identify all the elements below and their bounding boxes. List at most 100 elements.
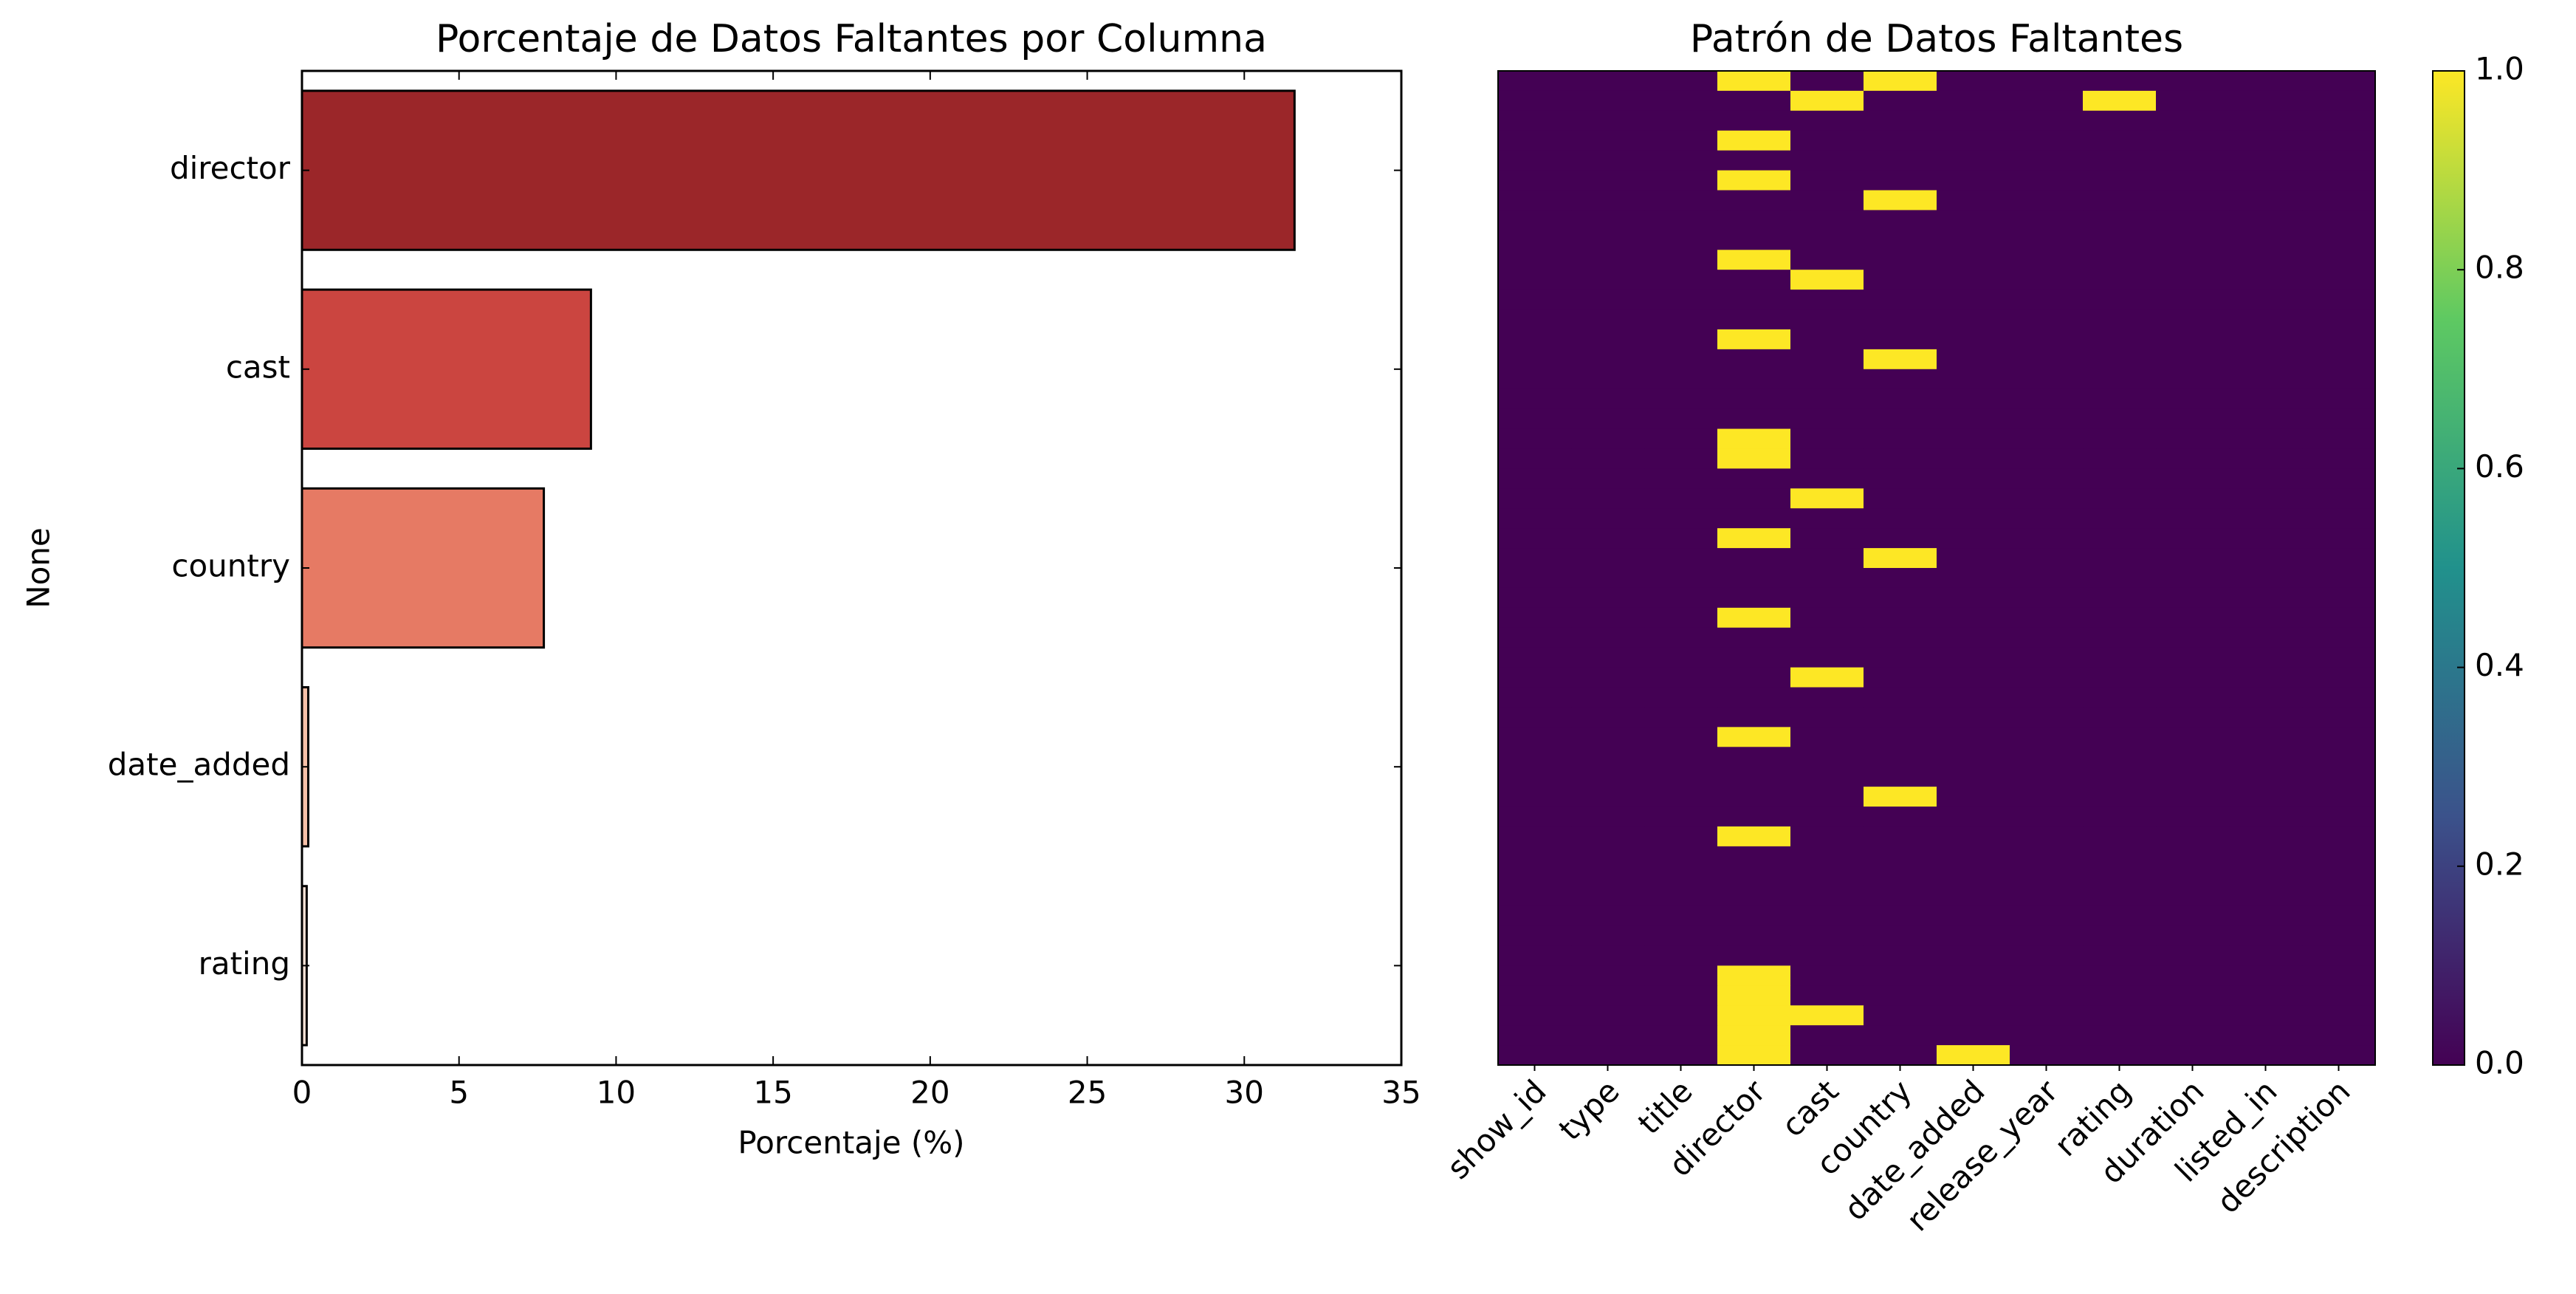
- heatmap-cell: [2083, 369, 2157, 390]
- heatmap-cell: [2156, 627, 2230, 648]
- heatmap-cell: [1571, 150, 1645, 171]
- heatmap-cell: [2229, 925, 2303, 946]
- heatmap-cell: [1790, 627, 1864, 648]
- heatmap-cell: [1571, 627, 1645, 648]
- heatmap-cell: [1790, 985, 1864, 1006]
- heatmap-cell: [2083, 787, 2157, 807]
- heatmap-cell: [1864, 329, 1937, 350]
- heatmap-cell: [1937, 250, 2010, 270]
- heatmap-cell: [1571, 727, 1645, 747]
- heatmap-cell: [2302, 388, 2376, 410]
- heatmap-cell: [2083, 925, 2157, 946]
- heatmap-cell: [2083, 388, 2157, 410]
- heatmap-cell: [1571, 866, 1645, 887]
- heatmap-cell: [2083, 508, 2157, 529]
- heatmap-cell: [1717, 886, 1791, 907]
- heatmap-cell: [2229, 71, 2303, 92]
- heatmap-cell: [2302, 90, 2376, 112]
- heatmap-cell: [1864, 568, 1937, 589]
- heatmap-cell: [1864, 807, 1937, 827]
- heatmap-cell: [2010, 607, 2084, 629]
- heatmap-cell: [2083, 707, 2157, 728]
- heatmap-cell: [1498, 250, 1572, 270]
- heatmap-cell: [1864, 448, 1937, 469]
- heatmap-cell: [2229, 270, 2303, 290]
- heatmap-cell: [1790, 607, 1864, 629]
- heatmap-cell: [1937, 747, 2010, 767]
- heatmap-cell: [2302, 647, 2376, 668]
- heatmap-cell: [1717, 71, 1791, 92]
- heatmap-cell: [2010, 250, 2084, 270]
- heatmap-cell: [1717, 945, 1791, 966]
- heatmap-cell: [1644, 1005, 1718, 1026]
- heatmap-cell: [1571, 408, 1645, 430]
- heatmap-cell: [2229, 886, 2303, 907]
- heatmap-cell: [1717, 329, 1791, 350]
- heatmap-cell: [2156, 110, 2230, 131]
- heatmap-cell: [1790, 90, 1864, 112]
- heatmap-cell: [1571, 250, 1645, 270]
- heatmap-cell: [1644, 428, 1718, 449]
- colorbar-tick-label: 0.8: [2475, 250, 2524, 286]
- heatmap-cell: [1864, 110, 1937, 131]
- x-tick-label: 30: [1225, 1075, 1264, 1111]
- heatmap-cell: [1937, 90, 2010, 112]
- heatmap-cell: [1498, 1005, 1572, 1026]
- heatmap-cell: [2156, 309, 2230, 330]
- heatmap-cell: [2229, 747, 2303, 767]
- heatmap-cell: [2010, 388, 2084, 410]
- heatmap-cell: [2302, 627, 2376, 648]
- heatmap-cell: [2083, 210, 2157, 230]
- heatmap-cell: [1864, 925, 1937, 946]
- heatmap-cell: [2083, 846, 2157, 867]
- heatmap-cell: [1717, 270, 1791, 290]
- heatmap-cell: [1937, 369, 2010, 390]
- heatmap-cell: [2083, 150, 2157, 171]
- heatmap-cell: [2010, 568, 2084, 589]
- heatmap-cell: [1790, 250, 1864, 270]
- heatmap-cell: [2156, 408, 2230, 430]
- heatmap-cell: [2083, 428, 2157, 449]
- heatmap-cell: [1717, 290, 1791, 310]
- heatmap-cell: [1571, 329, 1645, 350]
- heatmap-cell: [1717, 408, 1791, 430]
- heatmap-cell: [1790, 1025, 1864, 1046]
- heatmap-cell: [1717, 647, 1791, 668]
- heatmap-cell: [1498, 309, 1572, 330]
- heatmap-cell: [2156, 250, 2230, 270]
- heatmap-cell: [1498, 787, 1572, 807]
- heatmap-cell: [2083, 587, 2157, 609]
- heatmap-cell: [1790, 1005, 1864, 1026]
- heatmap-cell: [2156, 349, 2230, 370]
- heatmap-cell: [1498, 170, 1572, 191]
- heatmap-cell: [1937, 468, 2010, 489]
- heatmap-cell: [1864, 488, 1937, 509]
- plot-frame: [300, 69, 1403, 1067]
- heatmap-cell: [2302, 468, 2376, 489]
- heatmap-cell: [2010, 488, 2084, 509]
- heatmap-cell: [1644, 667, 1718, 688]
- heatmap-cell: [2010, 110, 2084, 131]
- heatmap-cell: [2302, 130, 2376, 151]
- heatmap-cell: [1644, 1025, 1718, 1046]
- heatmap-cell: [1790, 846, 1864, 867]
- heatmap-cell: [1937, 846, 2010, 867]
- heatmap-cell: [1717, 508, 1791, 529]
- heatmap-cell: [1498, 428, 1572, 449]
- heatmap-cell: [2010, 448, 2084, 469]
- y-tick-label: director: [170, 150, 291, 186]
- heatmap-cell: [1790, 587, 1864, 609]
- heatmap-cell: [2302, 787, 2376, 807]
- heatmap-cell: [2083, 270, 2157, 290]
- heatmap-cell: [1498, 687, 1572, 708]
- heatmap-cell: [1498, 647, 1572, 668]
- heatmap-cell: [1717, 1045, 1791, 1066]
- heatmap-cell: [2083, 190, 2157, 210]
- heatmap-cell: [1864, 627, 1937, 648]
- heatmap-cell: [2010, 90, 2084, 112]
- heatmap-cell: [2302, 985, 2376, 1006]
- heatmap-cell: [2229, 807, 2303, 827]
- heatmap-cell: [1571, 210, 1645, 230]
- heatmap-cell: [1790, 866, 1864, 887]
- x-tick-label: 0: [292, 1075, 312, 1111]
